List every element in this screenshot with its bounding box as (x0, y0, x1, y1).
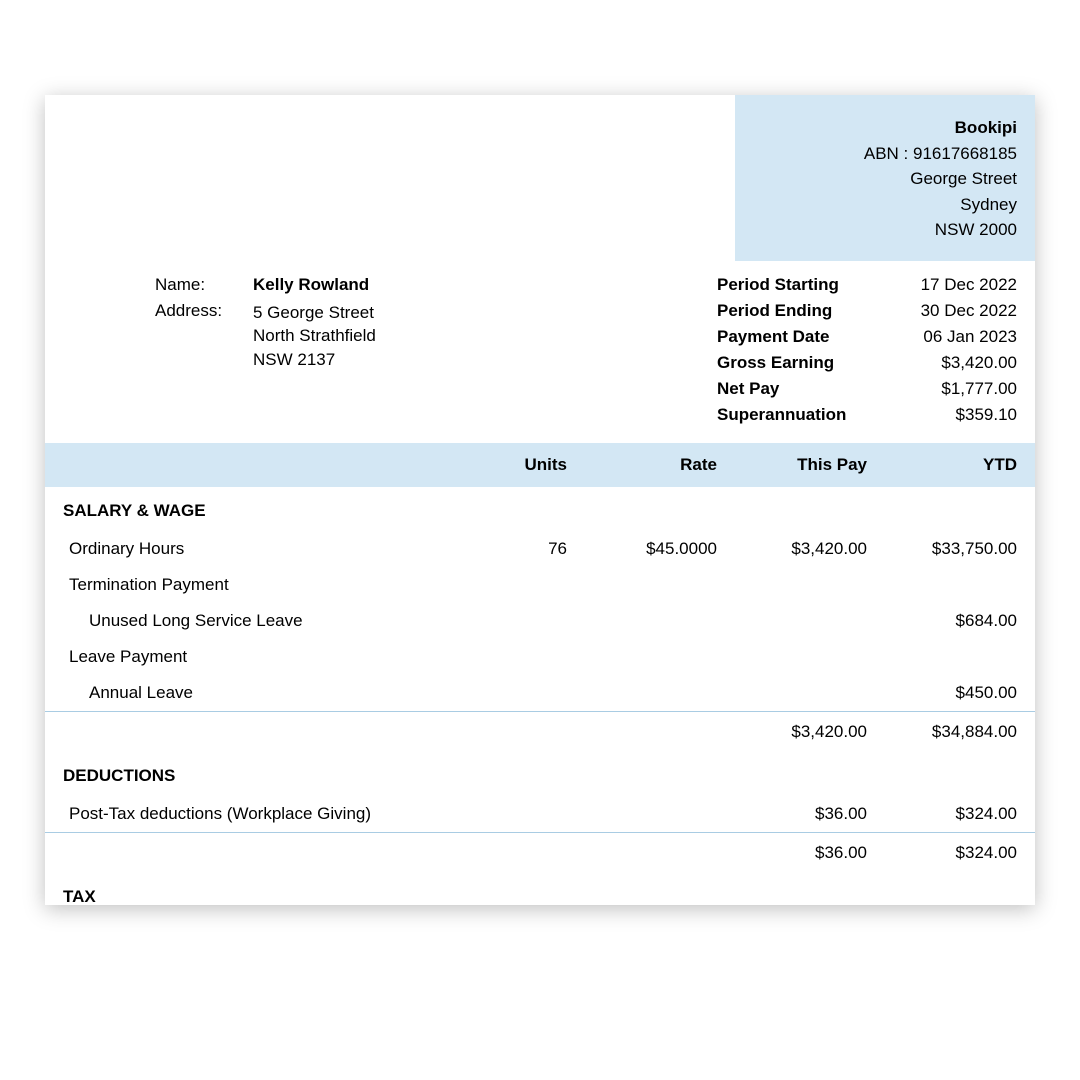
row-termination-payment: Termination Payment (45, 567, 1035, 603)
table-header-row: Units Rate This Pay YTD (45, 443, 1035, 487)
column-header-thispay: This Pay (735, 455, 885, 475)
column-header-rate: Rate (585, 455, 735, 475)
subtotal-thispay: $3,420.00 (735, 722, 885, 742)
employee-address-label: Address: (155, 301, 235, 372)
row-annual-leave: Annual Leave $450.00 (45, 675, 1035, 711)
cell-thispay: $3,420.00 (735, 539, 885, 559)
cell-ytd: $684.00 (885, 611, 1035, 631)
subtotal-ytd: $34,884.00 (885, 722, 1035, 742)
column-header-units: Units (435, 455, 585, 475)
employee-address: 5 George Street North Strathfield NSW 21… (253, 301, 717, 372)
employee-name: Kelly Rowland (253, 275, 717, 295)
period-end-label: Period Ending (717, 301, 884, 321)
cell-label: Post-Tax deductions (Workplace Giving) (45, 804, 435, 824)
gross-earning-label: Gross Earning (717, 353, 884, 373)
company-city: Sydney (765, 192, 1017, 218)
gross-earning-value: $3,420.00 (884, 353, 1018, 373)
period-end-value: 30 Dec 2022 (884, 301, 1018, 321)
company-block: Bookipi ABN : 91617668185 George Street … (735, 95, 1035, 261)
net-pay-label: Net Pay (717, 379, 884, 399)
period-start-value: 17 Dec 2022 (884, 275, 1018, 295)
superannuation-value: $359.10 (884, 405, 1018, 425)
cell-label: Leave Payment (45, 647, 435, 667)
employee-address-line3: NSW 2137 (253, 348, 717, 372)
column-header-blank (45, 455, 435, 475)
subtotal-ytd: $324.00 (885, 843, 1035, 863)
subtotal-thispay: $36.00 (735, 843, 885, 863)
section-salary-title: SALARY & WAGE (45, 487, 1035, 531)
section-deductions-title: DEDUCTIONS (45, 752, 1035, 796)
column-header-ytd: YTD (885, 455, 1035, 475)
employee-name-label: Name: (155, 275, 235, 295)
employee-address-line2: North Strathfield (253, 324, 717, 348)
salary-subtotal: $3,420.00 $34,884.00 (45, 711, 1035, 752)
company-postcode: NSW 2000 (765, 217, 1017, 243)
payslip-document: Bookipi ABN : 91617668185 George Street … (45, 95, 1035, 905)
period-start-label: Period Starting (717, 275, 884, 295)
info-area: Name: Kelly Rowland Address: 5 George St… (45, 261, 1035, 443)
row-unused-lsl: Unused Long Service Leave $684.00 (45, 603, 1035, 639)
cell-thispay: $36.00 (735, 804, 885, 824)
cell-label: Termination Payment (45, 575, 435, 595)
company-name: Bookipi (765, 115, 1017, 141)
employee-address-line1: 5 George Street (253, 301, 717, 325)
cell-label: Unused Long Service Leave (45, 611, 435, 631)
deductions-subtotal: $36.00 $324.00 (45, 832, 1035, 873)
row-leave-payment: Leave Payment (45, 639, 1035, 675)
cell-rate: $45.0000 (585, 539, 735, 559)
cell-ytd: $324.00 (885, 804, 1035, 824)
cell-ytd: $33,750.00 (885, 539, 1035, 559)
row-posttax-deductions: Post-Tax deductions (Workplace Giving) $… (45, 796, 1035, 832)
header-area: Bookipi ABN : 91617668185 George Street … (45, 95, 1035, 261)
superannuation-label: Superannuation (717, 405, 884, 425)
period-block: Period Starting 17 Dec 2022 Period Endin… (717, 275, 1017, 425)
payment-date-label: Payment Date (717, 327, 884, 347)
company-street: George Street (765, 166, 1017, 192)
employee-block: Name: Kelly Rowland Address: 5 George St… (155, 275, 717, 425)
company-abn: ABN : 91617668185 (765, 141, 1017, 167)
cell-ytd: $450.00 (885, 683, 1035, 703)
section-tax-title: TAX (45, 873, 1035, 906)
cell-units: 76 (435, 539, 585, 559)
cell-label: Ordinary Hours (45, 539, 435, 559)
row-ordinary-hours: Ordinary Hours 76 $45.0000 $3,420.00 $33… (45, 531, 1035, 567)
payment-date-value: 06 Jan 2023 (884, 327, 1018, 347)
cell-label: Annual Leave (45, 683, 435, 703)
net-pay-value: $1,777.00 (884, 379, 1018, 399)
